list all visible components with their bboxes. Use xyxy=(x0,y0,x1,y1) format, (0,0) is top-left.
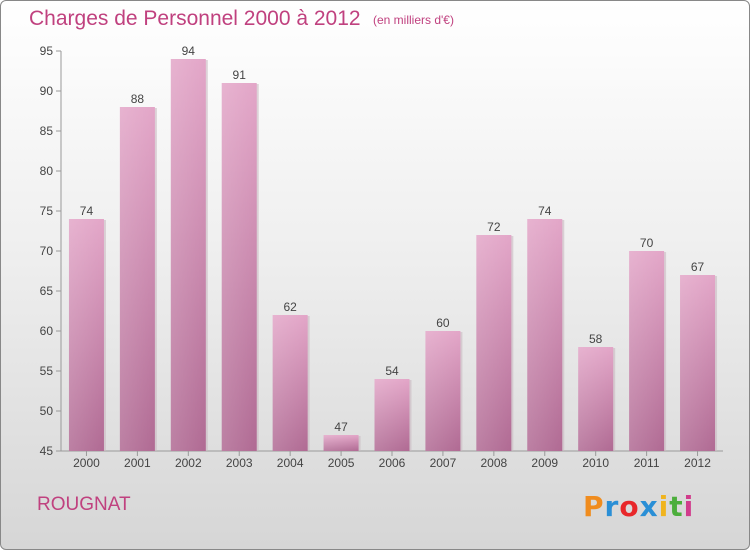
x-tick-label: 2003 xyxy=(226,456,253,470)
bar-highlight xyxy=(323,435,359,451)
data-label: 74 xyxy=(538,204,552,218)
bar-highlight xyxy=(476,235,512,451)
x-tick-label: 2002 xyxy=(175,456,202,470)
data-label: 94 xyxy=(182,44,196,58)
x-tick-label: 2000 xyxy=(73,456,100,470)
x-tick-label: 2012 xyxy=(684,456,711,470)
y-tick-label: 75 xyxy=(40,204,54,218)
y-tick-label: 45 xyxy=(40,444,54,458)
y-tick-label: 50 xyxy=(40,404,54,418)
logo-letter: P xyxy=(583,490,605,523)
proxiti-logo: Proxiti xyxy=(583,490,694,523)
data-label: 62 xyxy=(283,300,297,314)
x-tick-label: 2010 xyxy=(582,456,609,470)
data-label: 88 xyxy=(131,92,145,106)
y-tick-label: 65 xyxy=(40,284,54,298)
data-label: 74 xyxy=(80,204,94,218)
chart-subtitle: (en milliers d'€) xyxy=(373,13,454,27)
logo-letter: t xyxy=(669,490,684,523)
bar-highlight xyxy=(527,219,563,451)
commune-name: ROUGNAT xyxy=(37,494,131,515)
data-label: 91 xyxy=(233,68,247,82)
logo-letter: x xyxy=(639,490,659,523)
bar-highlight xyxy=(629,251,665,451)
x-tick-label: 2005 xyxy=(328,456,355,470)
x-tick-label: 2009 xyxy=(531,456,558,470)
bar-highlight xyxy=(578,347,614,451)
logo-letter: i xyxy=(683,490,695,523)
bar-highlight xyxy=(119,107,155,451)
bar-highlight xyxy=(170,59,206,451)
bar-highlight xyxy=(680,275,716,451)
x-tick-label: 2006 xyxy=(379,456,406,470)
bar-highlight xyxy=(374,379,410,451)
bar-highlight xyxy=(425,331,461,451)
data-label: 54 xyxy=(385,364,399,378)
data-label: 60 xyxy=(436,316,450,330)
x-tick-label: 2008 xyxy=(480,456,507,470)
y-tick-label: 55 xyxy=(40,364,54,378)
bar-highlight xyxy=(272,315,308,451)
x-tick-label: 2007 xyxy=(430,456,457,470)
chart-labels: 45 50 55 60 65 70 75 80 85 90 95 2000 74 2001 88 2002 94… xyxy=(40,44,712,470)
data-label: 58 xyxy=(589,332,603,346)
y-tick-label: 70 xyxy=(40,244,54,258)
x-tick-label: 2004 xyxy=(277,456,304,470)
bar-highlight xyxy=(68,219,104,451)
bar-highlight xyxy=(221,83,257,451)
y-tick-label: 95 xyxy=(40,44,54,58)
chart-bars xyxy=(68,59,718,451)
x-tick-label: 2011 xyxy=(634,456,660,470)
logo-letter: o xyxy=(619,490,640,523)
y-tick-label: 60 xyxy=(40,324,54,338)
logo-letter: r xyxy=(604,490,620,523)
x-tick-label: 2001 xyxy=(124,456,151,470)
y-tick-label: 80 xyxy=(40,164,54,178)
y-tick-label: 90 xyxy=(40,84,54,98)
data-label: 47 xyxy=(334,420,348,434)
logo-letter: i xyxy=(658,490,670,523)
y-tick-label: 85 xyxy=(40,124,54,138)
data-label: 72 xyxy=(487,220,501,234)
data-label: 70 xyxy=(640,236,654,250)
data-label: 67 xyxy=(691,260,705,274)
chart-title: Charges de Personnel 2000 à 2012 xyxy=(29,7,361,30)
